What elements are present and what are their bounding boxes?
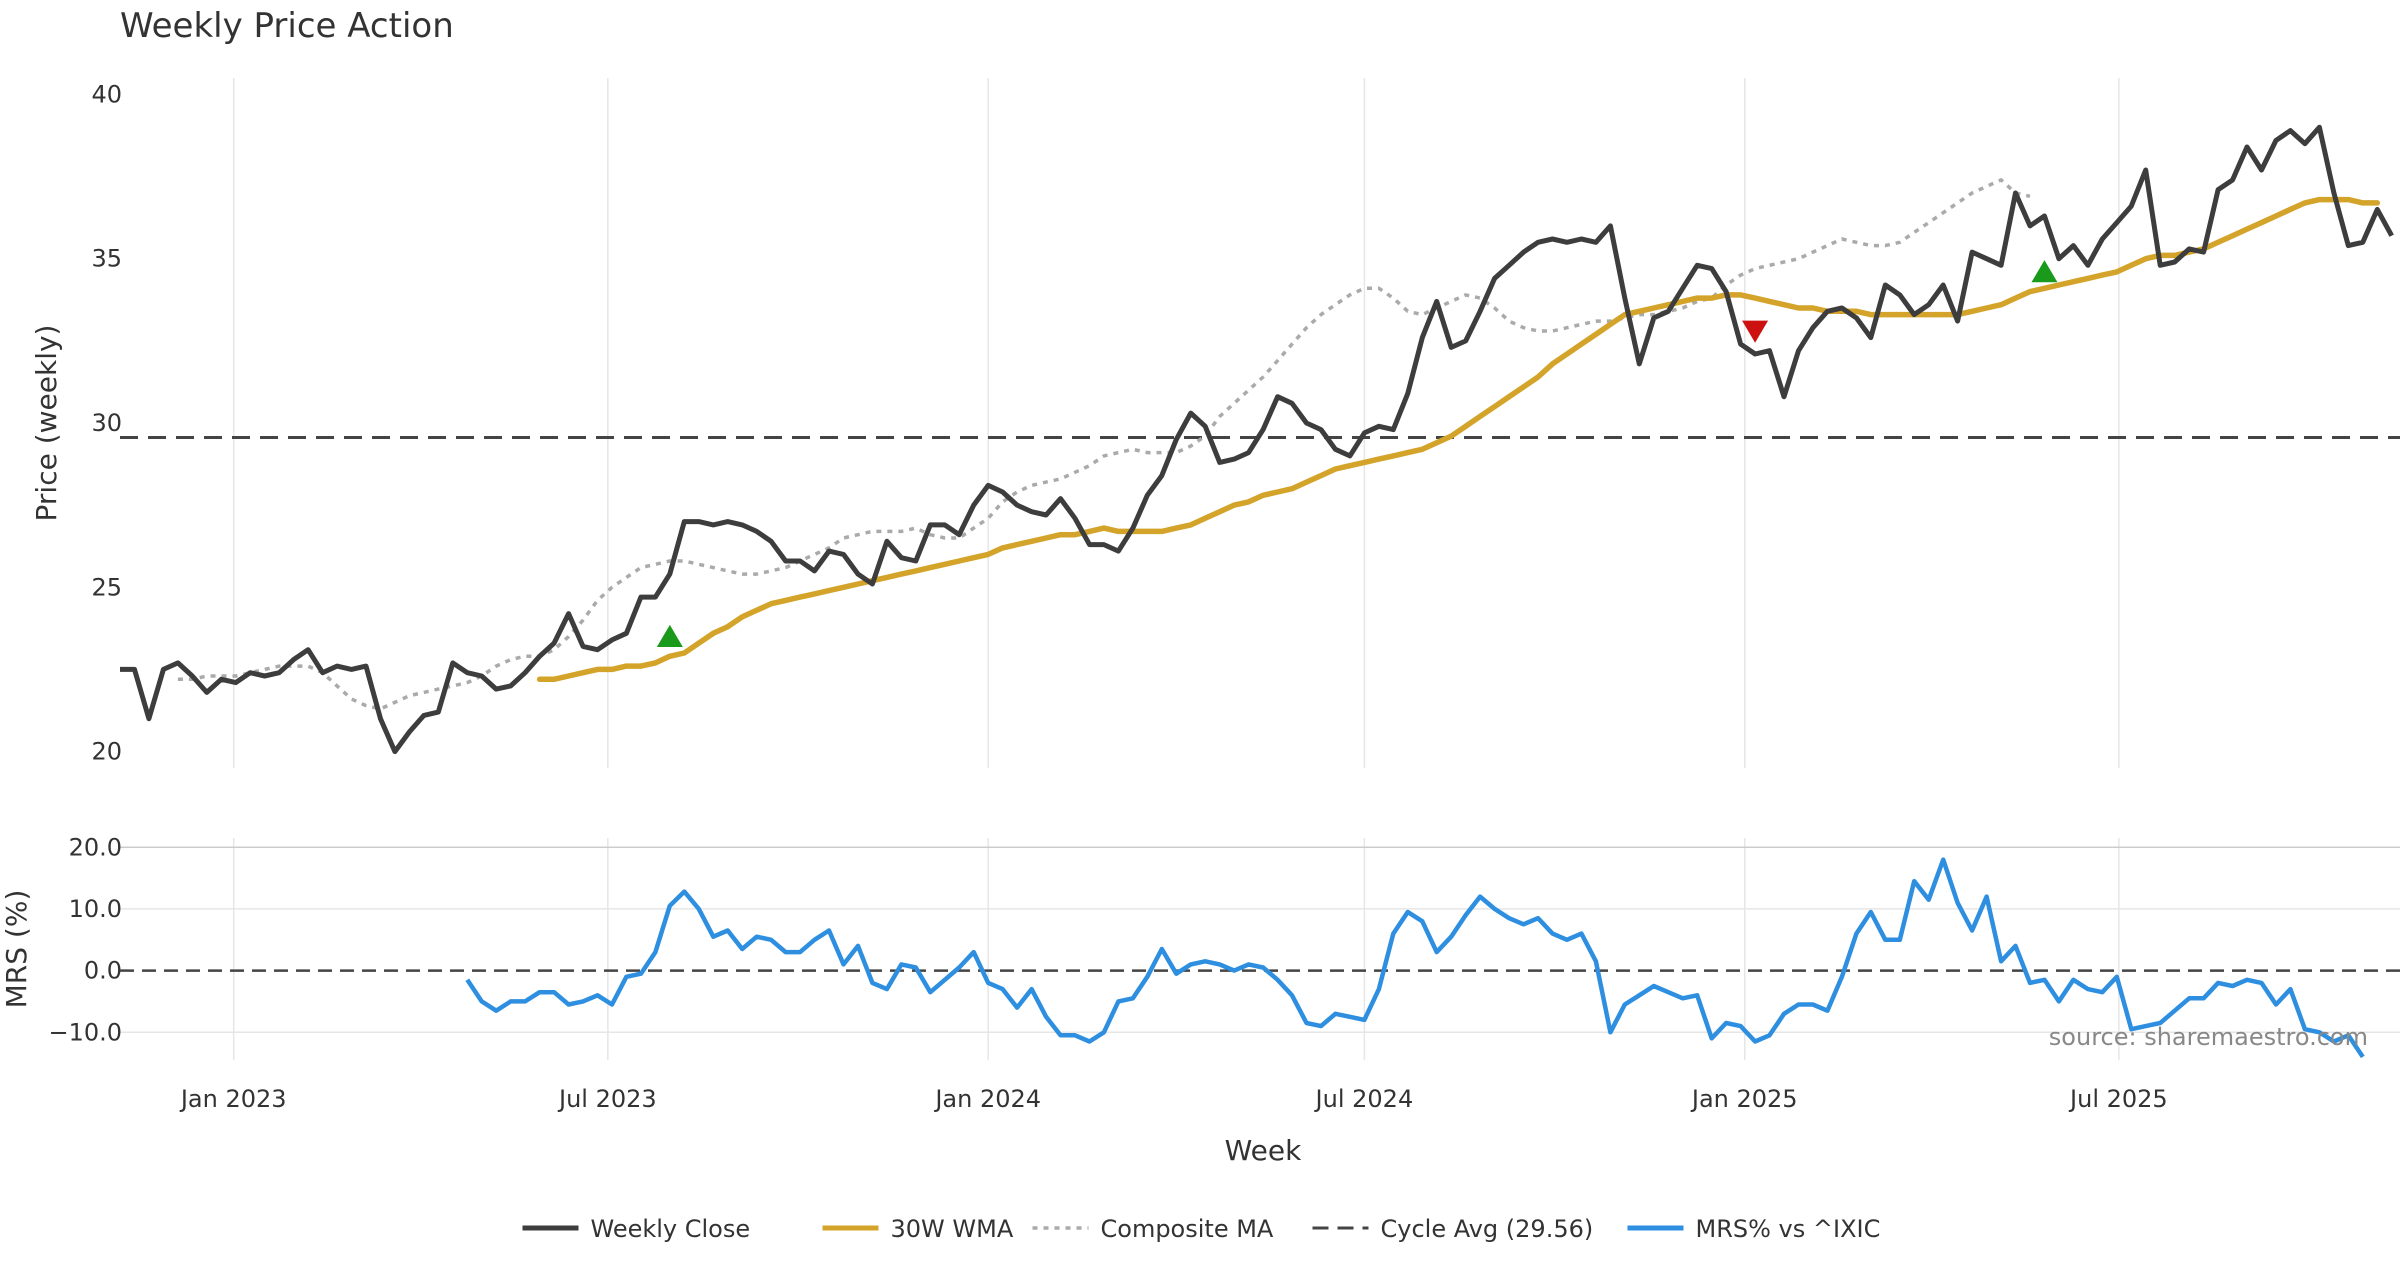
price-y-tick-label: 20 — [91, 738, 122, 766]
x-tick-label: Jul 2025 — [2068, 1085, 2168, 1113]
mrs-y-axis-label: MRS (%) — [0, 890, 33, 1009]
mrs-y-tick-label: 20.0 — [69, 833, 122, 861]
x-tick-label: Jan 2023 — [179, 1085, 287, 1113]
price-y-axis-label: Price (weekly) — [30, 325, 63, 522]
weekly-close-line — [120, 124, 2394, 755]
x-tick-label: Jan 2024 — [933, 1085, 1041, 1113]
price-y-tick-label: 35 — [91, 245, 122, 273]
sell-signal-marker — [1742, 320, 1769, 343]
x-axis-label: Week — [1225, 1134, 1302, 1167]
price-y-tick-label: 40 — [91, 80, 122, 108]
price-y-tick-label: 30 — [91, 409, 122, 437]
price-y-tick-label: 25 — [91, 573, 122, 601]
chart-title: Weekly Price Action — [120, 6, 454, 46]
mrs-y-tick-label: 10.0 — [69, 895, 122, 923]
legend-label-cycle: Cycle Avg (29.56) — [1381, 1215, 1594, 1243]
composite-ma-line — [177, 178, 2031, 711]
x-tick-label: Jul 2023 — [557, 1085, 657, 1113]
plot-area — [120, 124, 2400, 1059]
wma-30w-line — [536, 196, 2381, 683]
x-tick-label: Jan 2025 — [1690, 1085, 1798, 1113]
legend: Weekly Close 30W WMA Composite MA Cycle Avg… — [522, 1215, 1881, 1243]
buy-signal-marker — [2031, 260, 2058, 283]
mrs-line — [465, 857, 2365, 1059]
x-tick-label: Jul 2024 — [1314, 1085, 1414, 1113]
legend-label-close: Weekly Close — [591, 1215, 751, 1243]
mrs-y-tick-label: −10.0 — [48, 1018, 122, 1046]
buy-signal-marker — [656, 624, 683, 647]
mrs-y-tick-label: 0.0 — [84, 957, 122, 985]
legend-label-composite: Composite MA — [1101, 1215, 1274, 1243]
legend-label-wma: 30W WMA — [891, 1215, 1014, 1243]
legend-label-mrs: MRS% vs ^IXIC — [1696, 1215, 1881, 1243]
source-note: source: sharemaestro.com — [2049, 1023, 2368, 1051]
